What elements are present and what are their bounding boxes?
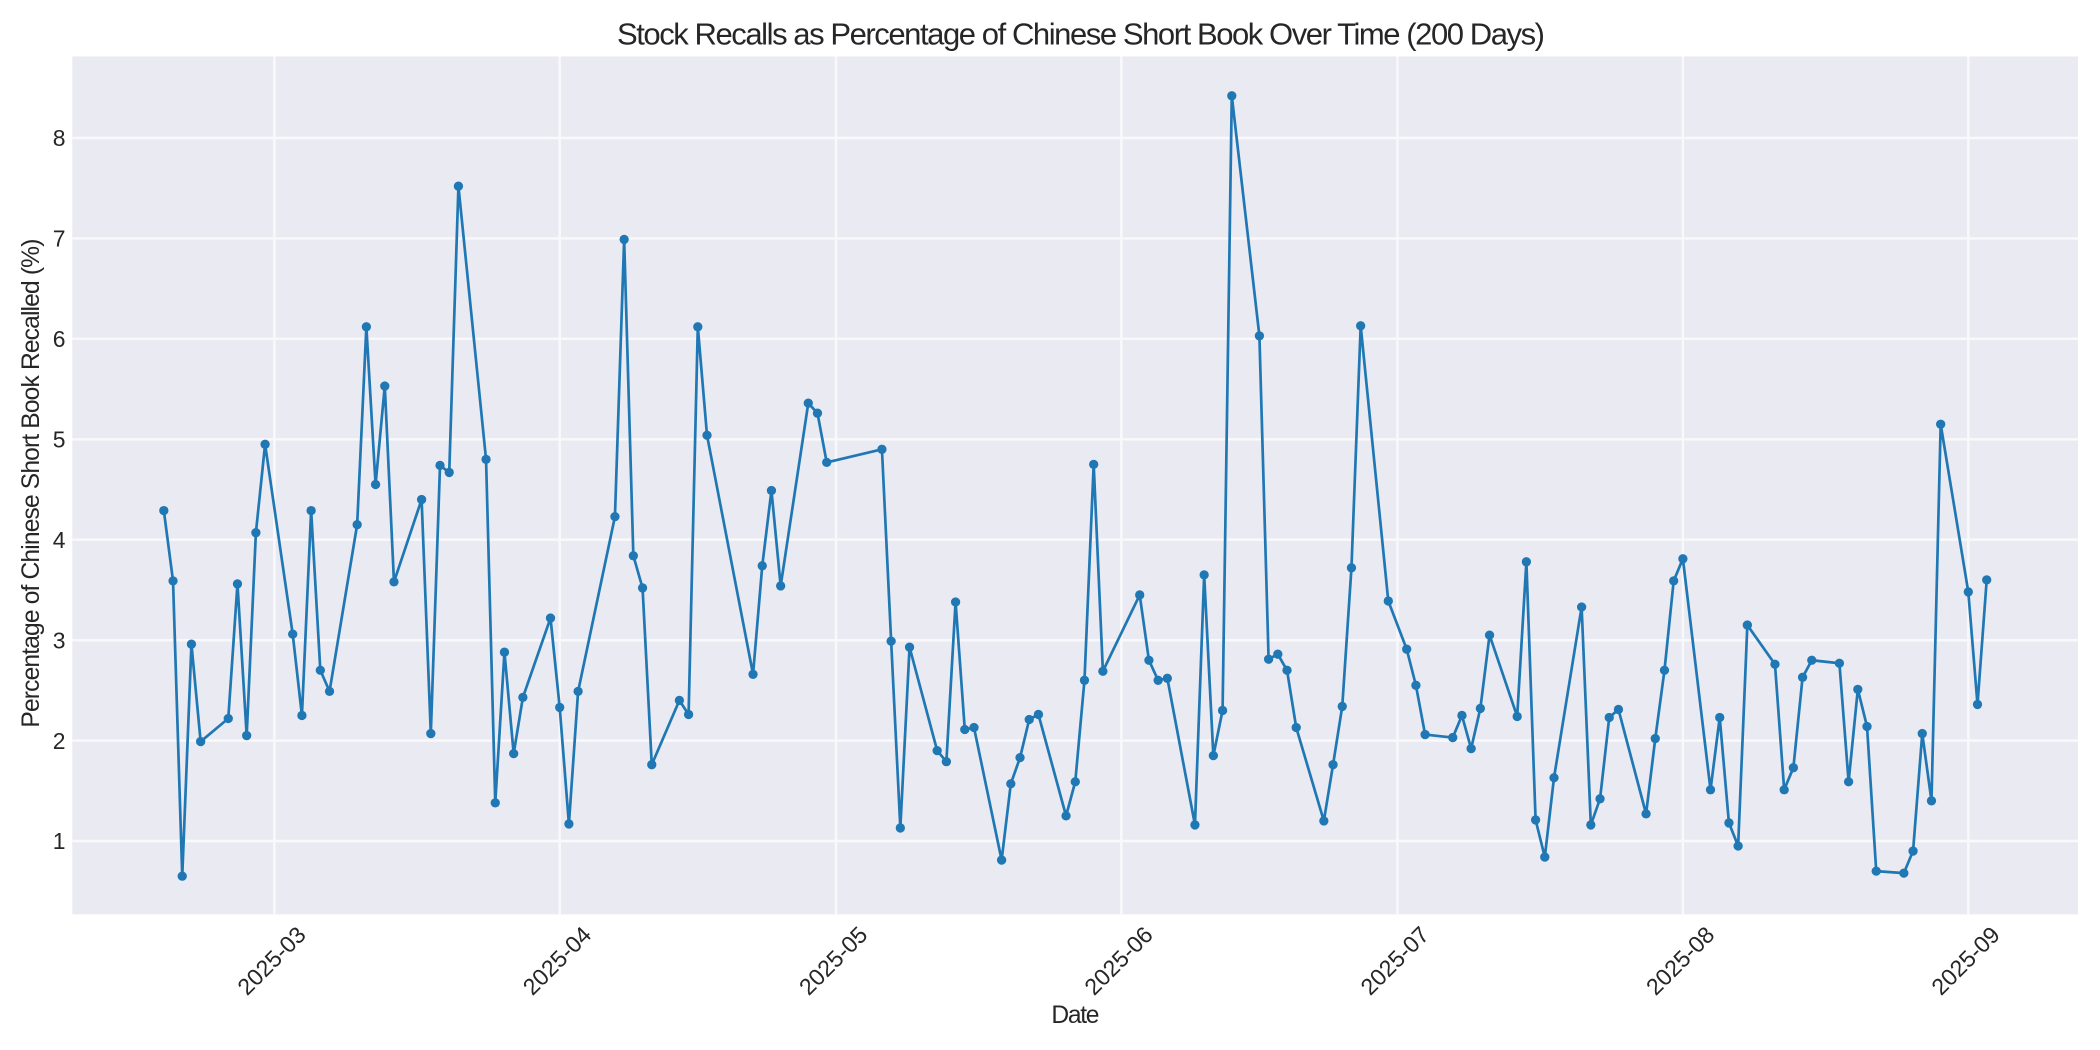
svg-text:Date: Date (1051, 1002, 1099, 1029)
svg-text:1: 1 (53, 828, 66, 854)
svg-text:4: 4 (53, 527, 66, 553)
svg-text:Stock Recalls as Percentage of: Stock Recalls as Percentage of Chinese S… (617, 16, 1545, 51)
svg-text:3: 3 (53, 627, 66, 653)
svg-text:7: 7 (53, 226, 66, 252)
svg-text:2: 2 (53, 728, 66, 754)
svg-text:8: 8 (53, 125, 66, 151)
svg-text:5: 5 (53, 426, 66, 452)
svg-text:Percentage of Chinese Short Bo: Percentage of Chinese Short Book Recalle… (18, 239, 45, 728)
svg-text:6: 6 (53, 326, 66, 352)
